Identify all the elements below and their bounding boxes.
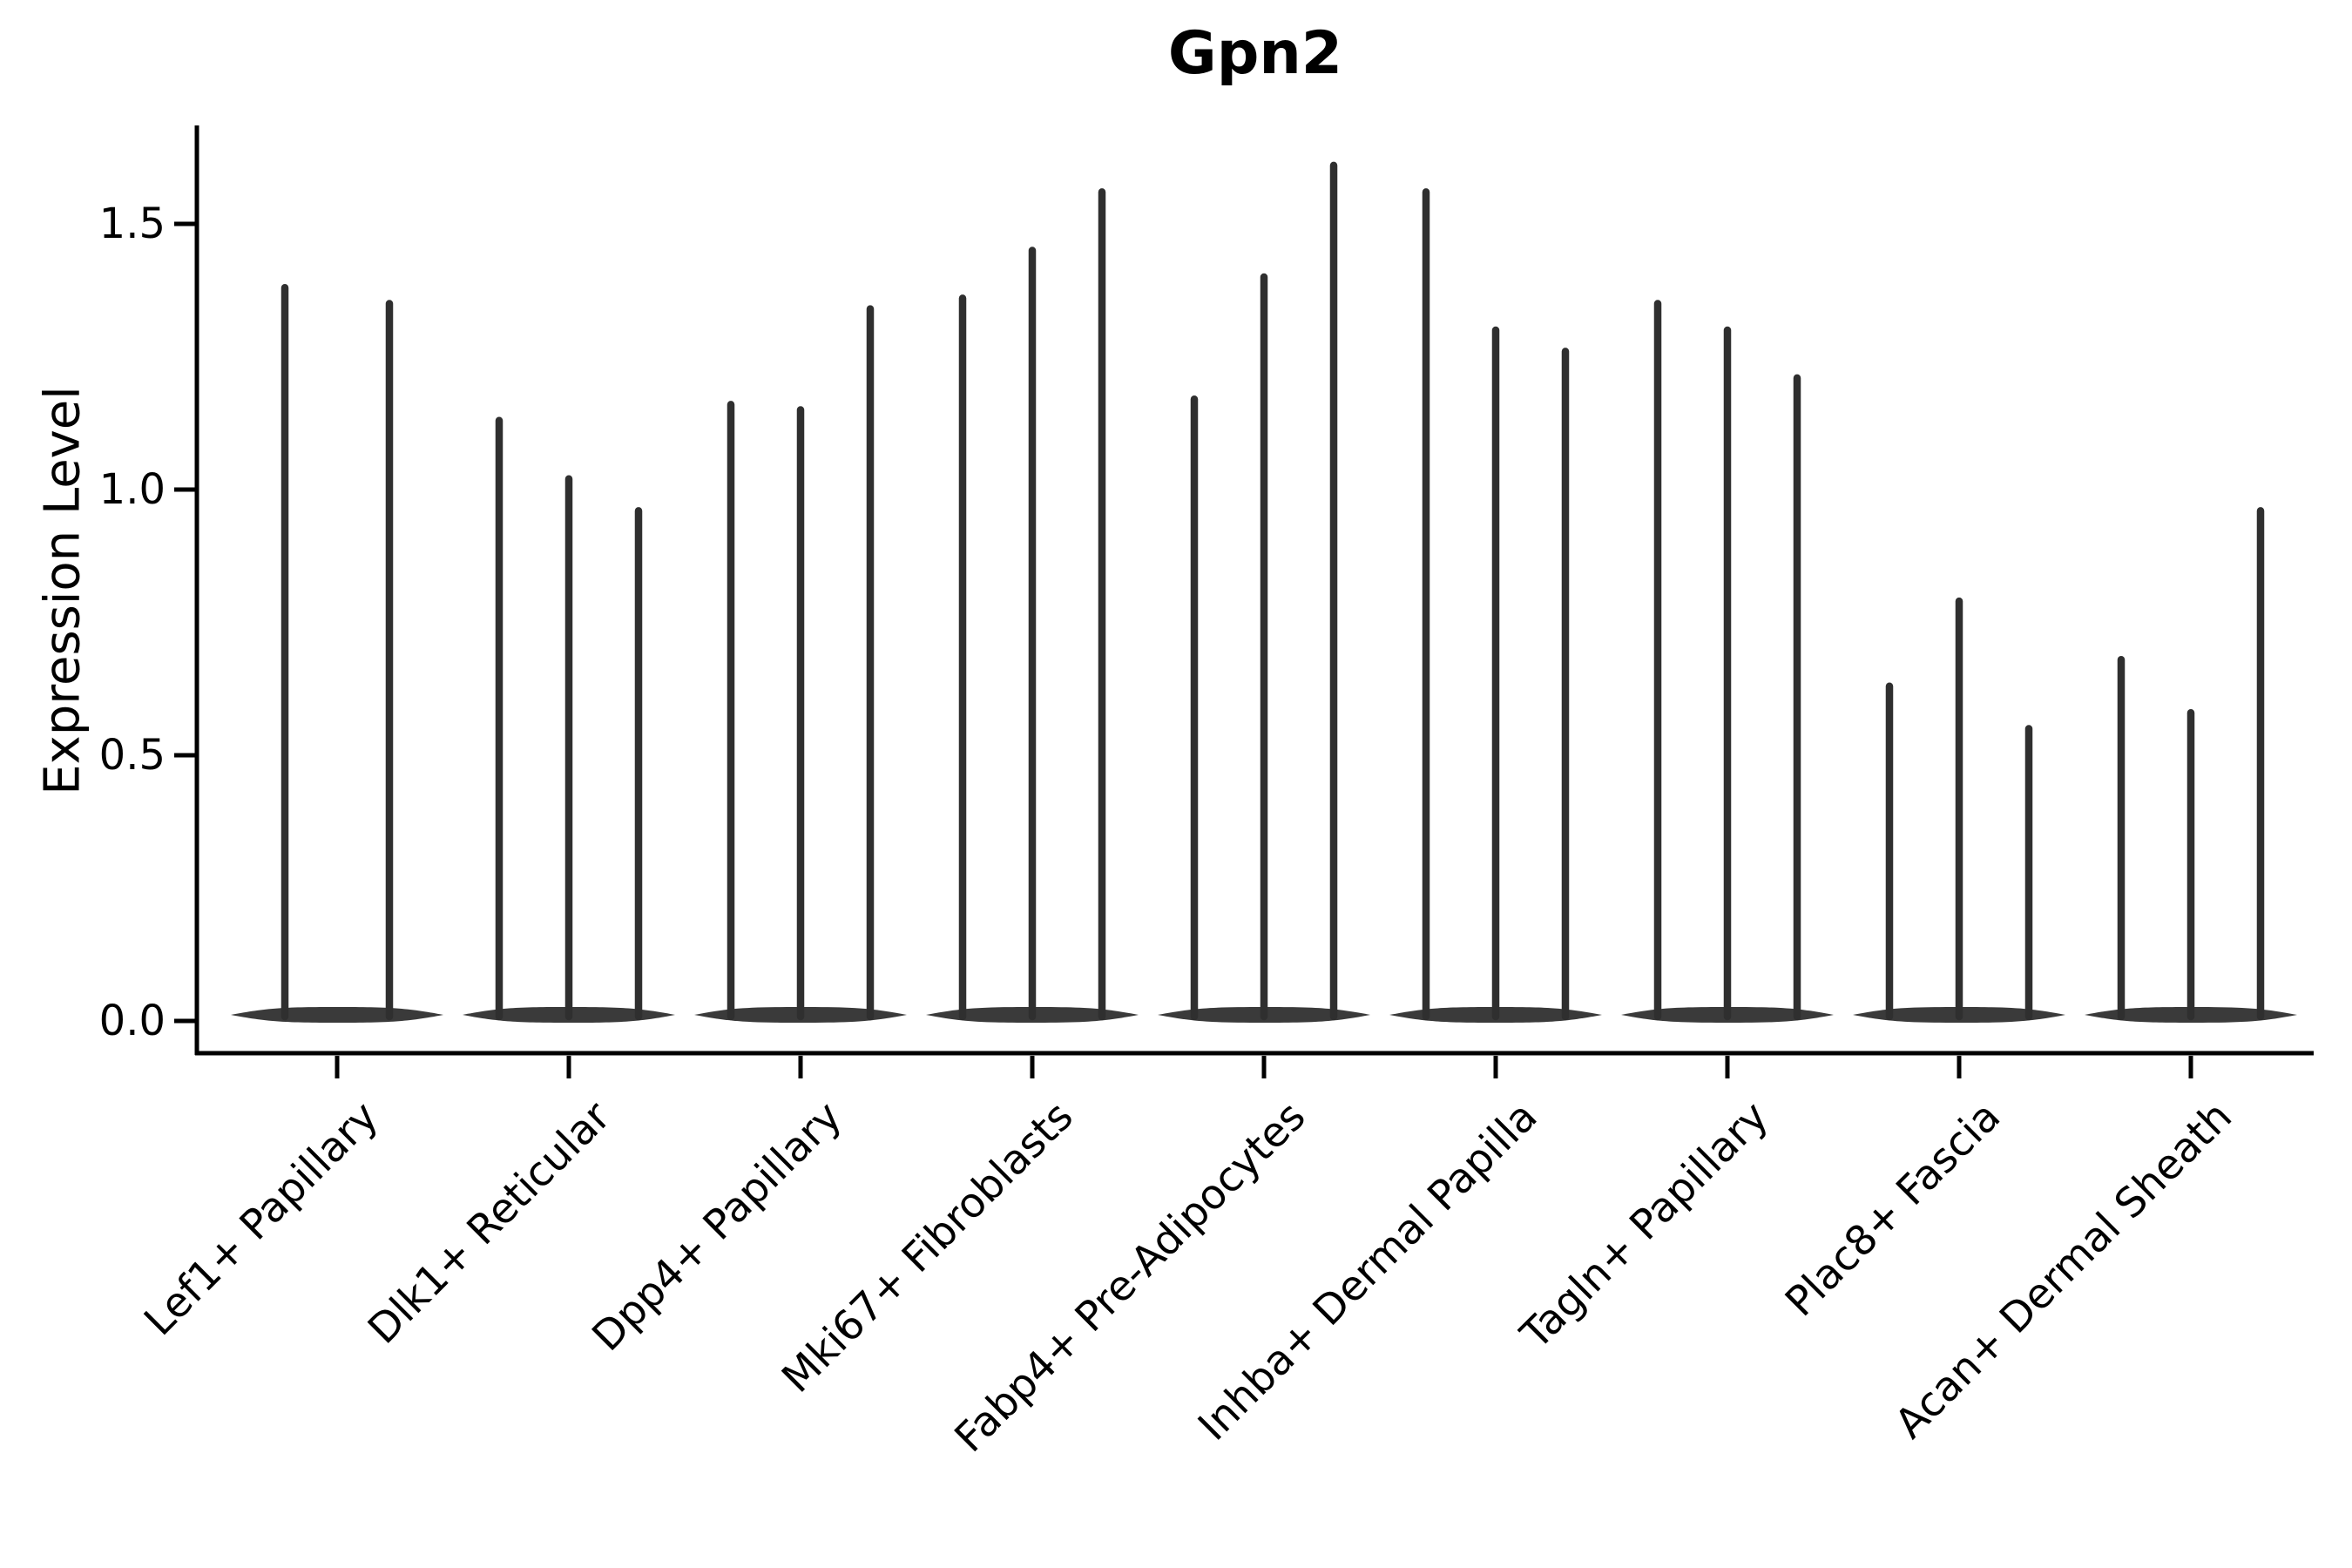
plot-title: Gpn2 <box>1167 19 1343 88</box>
y-tick-label: 0.5 <box>98 731 166 780</box>
y-tick-label: 1.0 <box>98 465 166 514</box>
y-tick-label: 1.5 <box>98 199 166 248</box>
y-tick-label: 0.0 <box>98 997 166 1045</box>
violin-base <box>231 1007 443 1023</box>
